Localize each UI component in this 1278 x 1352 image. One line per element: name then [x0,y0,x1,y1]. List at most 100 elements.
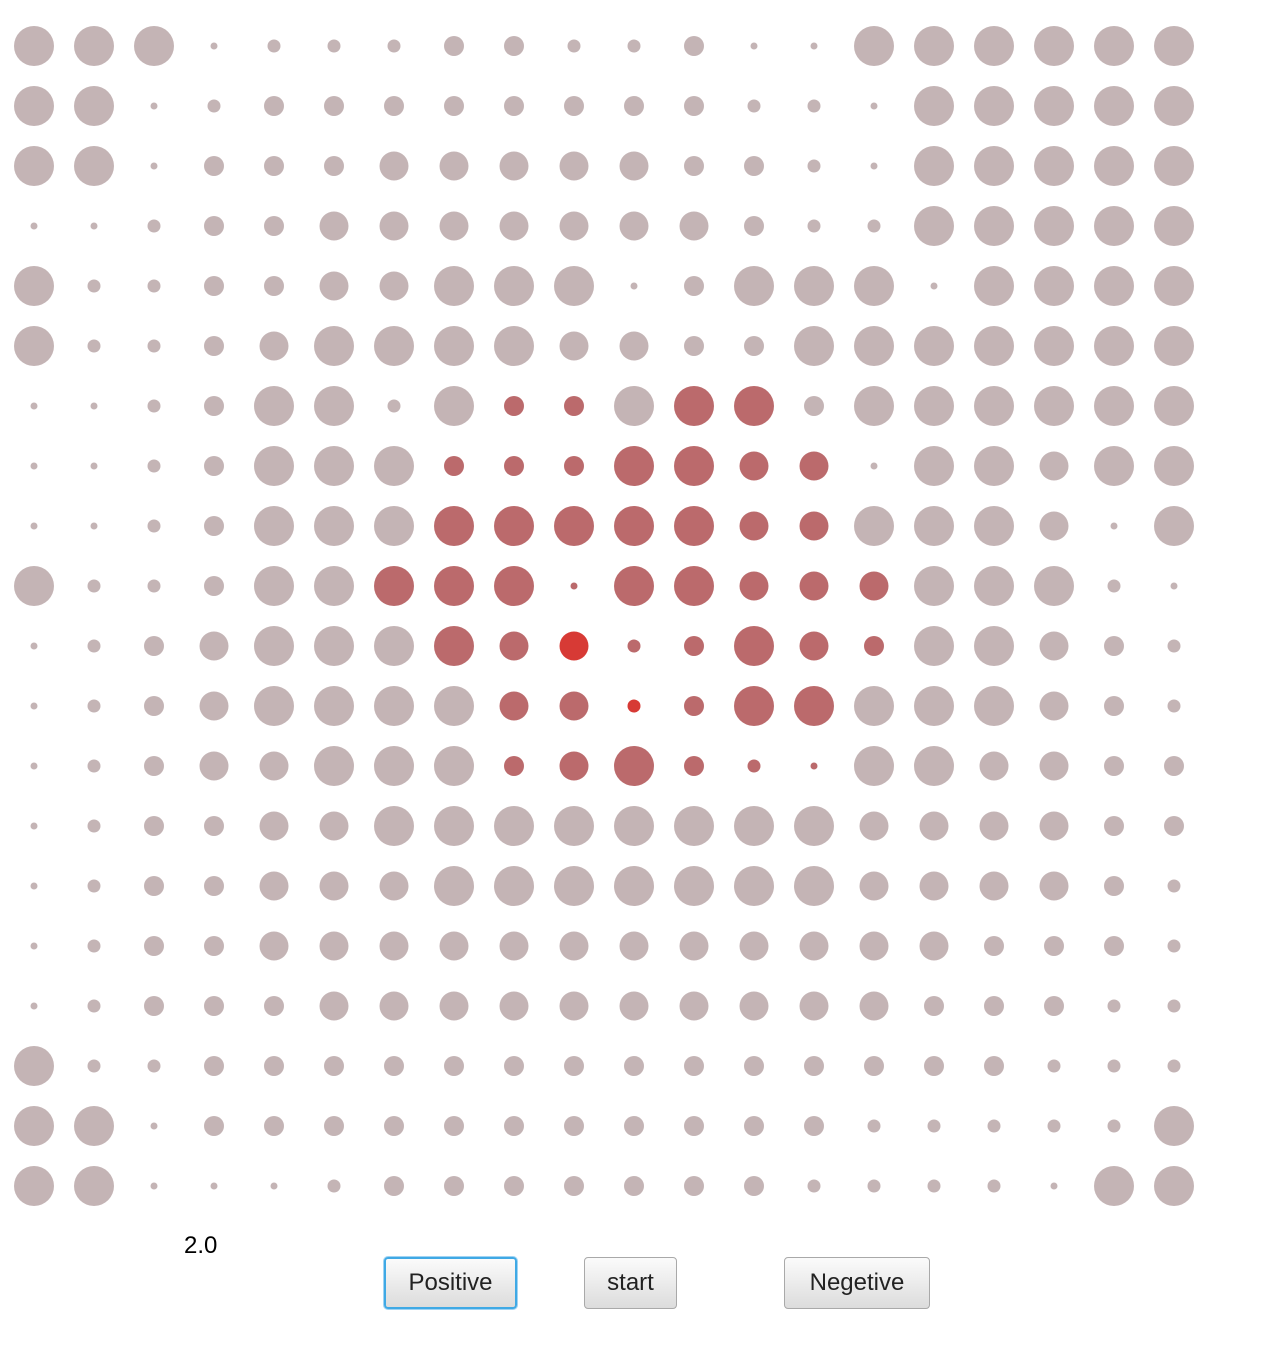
grid-dot [324,96,344,116]
grid-dot [87,759,101,773]
grid-dot [259,331,289,361]
grid-dot [434,266,474,306]
grid-dot [434,746,474,786]
grid-dot [914,86,954,126]
grid-dot [927,1119,941,1133]
grid-dot [1104,876,1124,896]
grid-dot [444,456,464,476]
grid-dot [1034,26,1074,66]
grid-dot [807,99,821,113]
grid-dot [434,506,474,546]
grid-dot [867,1119,881,1133]
grid-dot [1047,1059,1061,1073]
grid-dot [434,806,474,846]
grid-dot [674,446,714,486]
grid-dot [1047,1119,1061,1133]
grid-dot [87,999,101,1013]
grid-dot [914,26,954,66]
grid-dot [147,1059,161,1073]
grid-dot [204,1056,224,1076]
grid-dot [30,642,38,650]
grid-dot [1154,146,1194,186]
grid-dot [684,1176,704,1196]
grid-dot [559,331,589,361]
grid-dot [264,1116,284,1136]
grid-dot [494,866,534,906]
grid-dot [30,462,38,470]
grid-dot [1154,506,1194,546]
grid-dot [987,1119,1001,1133]
grid-dot [1034,326,1074,366]
grid-dot [914,506,954,546]
grid-dot [499,211,529,241]
grid-dot [684,1056,704,1076]
grid-dot [14,1046,54,1086]
grid-dot [210,42,218,50]
grid-dot [559,211,589,241]
grid-dot [984,996,1004,1016]
grid-dot [859,811,889,841]
grid-dot [1104,636,1124,656]
grid-dot [734,806,774,846]
positive-button[interactable]: Positive [384,1257,517,1309]
grid-dot [74,86,114,126]
grid-dot [494,566,534,606]
grid-dot [564,96,584,116]
grid-dot [674,386,714,426]
negative-button[interactable]: Negetive [784,1257,930,1309]
grid-dot [807,159,821,173]
grid-dot [199,691,229,721]
grid-dot [30,522,38,530]
grid-dot [144,936,164,956]
grid-dot [734,686,774,726]
grid-dot [914,566,954,606]
grid-dot [1167,939,1181,953]
grid-dot [627,699,641,713]
grid-dot [914,146,954,186]
grid-dot [734,386,774,426]
grid-dot [204,396,224,416]
grid-dot [319,871,349,901]
grid-dot [204,1116,224,1136]
grid-dot [499,991,529,1021]
grid-dot [984,1056,1004,1076]
grid-dot [144,876,164,896]
grid-dot [314,506,354,546]
grid-dot [1044,996,1064,1016]
grid-dot [1094,1166,1134,1206]
grid-dot [1094,386,1134,426]
grid-dot [914,446,954,486]
grid-dot [924,1056,944,1076]
grid-dot [810,762,818,770]
grid-dot [734,266,774,306]
grid-dot [434,326,474,366]
grid-dot [14,86,54,126]
dot-grid [14,26,1194,1206]
grid-dot [624,1116,644,1136]
grid-dot [974,446,1014,486]
grid-dot [434,686,474,726]
grid-dot [384,1116,404,1136]
grid-dot [204,276,224,296]
start-button[interactable]: start [584,1257,677,1309]
grid-dot [864,636,884,656]
grid-dot [30,702,38,710]
grid-dot [314,746,354,786]
grid-dot [1094,26,1134,66]
grid-dot [1107,999,1121,1013]
grid-dot [739,451,769,481]
grid-dot [270,1182,278,1190]
grid-dot [570,582,578,590]
grid-dot [1154,86,1194,126]
grid-dot [434,626,474,666]
grid-dot [379,991,409,1021]
grid-dot [744,1176,764,1196]
grid-dot [614,866,654,906]
grid-dot [807,219,821,233]
grid-dot [744,1116,764,1136]
grid-dot [14,146,54,186]
grid-dot [327,39,341,53]
grid-dot [979,871,1009,901]
grid-dot [499,631,529,661]
grid-dot [867,219,881,233]
